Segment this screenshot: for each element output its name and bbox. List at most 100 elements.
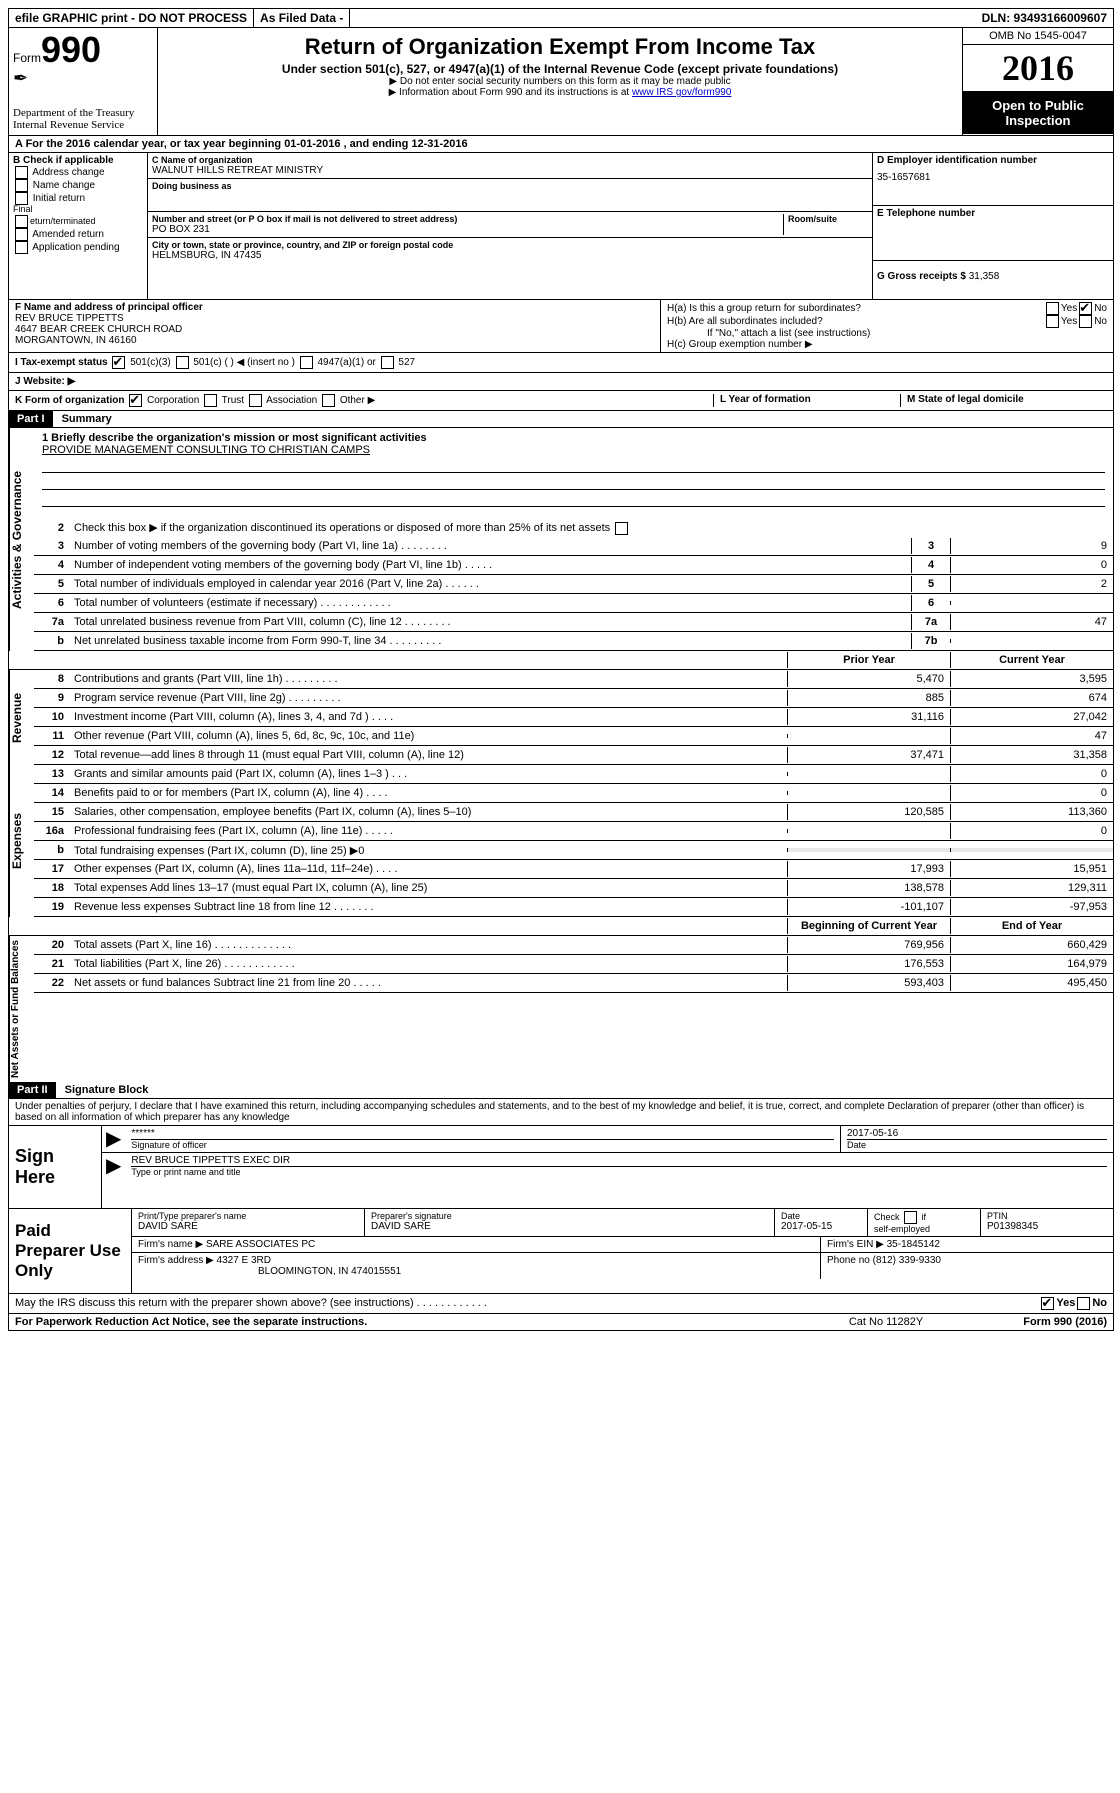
discuss-yes[interactable] (1041, 1297, 1054, 1310)
section-fh: F Name and address of principal officer … (9, 300, 1113, 353)
discuss-row: May the IRS discuss this return with the… (9, 1294, 1113, 1314)
summary-line: 3 Number of voting members of the govern… (34, 537, 1113, 556)
instructions-note: ▶ Information about Form 990 and its ins… (168, 87, 952, 98)
summary-line: 20 Total assets (Part X, line 16) . . . … (34, 936, 1113, 955)
l-formation: L Year of formation (713, 394, 900, 407)
hc-label: H(c) Group exemption number ▶ (667, 339, 1107, 350)
summary-line: 12 Total revenue—add lines 8 through 11 … (34, 746, 1113, 765)
ssn-note: ▶ Do not enter social security numbers o… (168, 76, 952, 87)
summary-line: 18 Total expenses Add lines 13–17 (must … (34, 879, 1113, 898)
hb-yes[interactable] (1046, 315, 1059, 328)
col-b-checks: B Check if applicable Address change Nam… (9, 153, 148, 299)
c-label: C Name of organization (152, 155, 868, 165)
preparer-section: Paid Preparer Use Only Print/Type prepar… (9, 1209, 1113, 1294)
check-name[interactable] (15, 179, 28, 192)
ha-yes[interactable] (1046, 302, 1059, 315)
check-pending[interactable] (15, 241, 28, 254)
row-k-org-form: K Form of organization Corporation Trust… (9, 391, 1113, 411)
cat-no: Cat No 11282Y (849, 1316, 923, 1328)
header-center: Return of Organization Exempt From Incom… (158, 28, 962, 135)
summary-line: 11 Other revenue (Part VIII, column (A),… (34, 727, 1113, 746)
e-label: E Telephone number (877, 208, 1109, 219)
mission-text: PROVIDE MANAGEMENT CONSULTING TO CHRISTI… (42, 444, 1105, 456)
hb-note: If "No," attach a list (see instructions… (667, 328, 1107, 339)
f-label: F Name and address of principal officer (15, 302, 654, 313)
section-bcd: B Check if applicable Address change Nam… (9, 153, 1113, 300)
discuss-no[interactable] (1077, 1297, 1090, 1310)
d-label: D Employer identification number (877, 155, 1109, 166)
check-assoc[interactable] (249, 394, 262, 407)
col-headers-py-cy: Prior Year Current Year (9, 651, 1113, 670)
summary-line: 6 Total number of volunteers (estimate i… (34, 594, 1113, 613)
check-corp[interactable] (129, 394, 142, 407)
ha-label: H(a) Is this a group return for subordin… (667, 303, 1044, 314)
header-left: Form990 ✒ Department of the Treasury Int… (9, 28, 158, 135)
check-4947[interactable] (300, 356, 313, 369)
firm-addr2: BLOOMINGTON, IN 474015551 (138, 1266, 401, 1277)
officer-typed-name: REV BRUCE TIPPETTS EXEC DIR (131, 1155, 1107, 1166)
summary-line: 15 Salaries, other compensation, employe… (34, 803, 1113, 822)
check-self-employed[interactable] (904, 1211, 917, 1224)
hb-no[interactable] (1079, 315, 1092, 328)
preparer-name: DAVID SARE (138, 1221, 358, 1232)
expenses-label: Expenses (9, 765, 34, 917)
check-trust[interactable] (204, 394, 217, 407)
summary-line: 8 Contributions and grants (Part VIII, l… (34, 670, 1113, 689)
form-subtitle: Under section 501(c), 527, or 4947(a)(1)… (168, 62, 952, 76)
check-501c3[interactable] (112, 356, 125, 369)
form-number: 990 (41, 29, 101, 70)
check-address[interactable] (15, 166, 28, 179)
form-title: Return of Organization Exempt From Incom… (168, 34, 952, 60)
summary-line: b Net unrelated business taxable income … (34, 632, 1113, 651)
firm-name: SARE ASSOCIATES PC (206, 1239, 315, 1250)
dept-treasury: Department of the Treasury (13, 107, 153, 119)
dln-number: DLN: 93493166009607 (976, 9, 1113, 27)
check-501c[interactable] (176, 356, 189, 369)
city-label: City or town, state or province, country… (152, 240, 868, 250)
net-assets-section: Net Assets or Fund Balances 20 Total ass… (9, 936, 1113, 1082)
summary-line: 22 Net assets or fund balances Subtract … (34, 974, 1113, 993)
officer-city: MORGANTOWN, IN 46160 (15, 335, 654, 346)
tax-year: 2016 (963, 45, 1113, 92)
officer-name: REV BRUCE TIPPETTS (15, 313, 654, 324)
check-initial[interactable] (15, 192, 28, 205)
gross-receipts: 31,358 (969, 271, 1000, 282)
city-value: HELMSBURG, IN 47435 (152, 250, 868, 261)
form-990-page: efile GRAPHIC print - DO NOT PROCESS As … (8, 8, 1114, 1331)
gov-label: Activities & Governance (9, 428, 34, 651)
summary-line: 13 Grants and similar amounts paid (Part… (34, 765, 1113, 784)
sig-officer-label: Signature of officer (131, 1139, 834, 1150)
street-value: PO BOX 231 (152, 224, 783, 235)
revenue-section: Revenue 8 Contributions and grants (Part… (9, 670, 1113, 765)
officer-street: 4647 BEAR CREEK CHURCH ROAD (15, 324, 654, 335)
check-amended[interactable] (15, 228, 28, 241)
irs-link[interactable]: www IRS gov/form990 (632, 87, 731, 98)
sign-here-label: Sign Here (9, 1126, 102, 1208)
summary-line: 10 Investment income (Part VIII, column … (34, 708, 1113, 727)
part-1-header: Part I Summary (9, 411, 1113, 428)
preparer-sig: DAVID SARE (371, 1221, 768, 1232)
check-final[interactable] (15, 215, 28, 228)
h-block: H(a) Is this a group return for subordin… (661, 300, 1113, 352)
type-name-label: Type or print name and title (131, 1166, 1107, 1177)
firm-addr1: 4327 E 3RD (217, 1255, 271, 1266)
col-d: D Employer identification number 35-1657… (872, 153, 1113, 299)
sig-date: 2017-05-16 (847, 1128, 1107, 1139)
check-discontinued[interactable] (615, 522, 628, 535)
row-a-tax-year: A For the 2016 calendar year, or tax yea… (9, 136, 1113, 153)
check-527[interactable] (381, 356, 394, 369)
sig-stars: ****** (131, 1128, 834, 1139)
open-inspection: Open to Public Inspection (963, 92, 1113, 134)
ha-no[interactable] (1079, 302, 1092, 315)
ptin-value: P01398345 (987, 1221, 1107, 1232)
hb-label: H(b) Are all subordinates included? (667, 316, 1044, 327)
summary-line: 14 Benefits paid to or for members (Part… (34, 784, 1113, 803)
footer: For Paperwork Reduction Act Notice, see … (9, 1314, 1113, 1330)
self-employed-check: Check ifself-employed (868, 1209, 981, 1236)
sign-here-section: Sign Here ▶ ****** Signature of officer … (9, 1126, 1113, 1209)
mission-block: 1 Briefly describe the organization's mi… (34, 428, 1113, 519)
row-j-website: J Website: ▶ (9, 373, 1113, 391)
preparer-label: Paid Preparer Use Only (9, 1209, 132, 1293)
irs-label: Internal Revenue Service (13, 119, 153, 131)
check-other[interactable] (322, 394, 335, 407)
